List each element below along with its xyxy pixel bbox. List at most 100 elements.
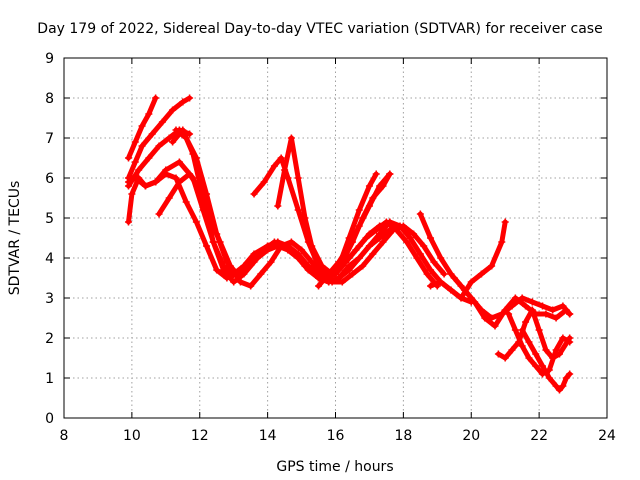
data-point xyxy=(369,250,377,258)
data-point xyxy=(376,182,384,190)
series-track-16 xyxy=(505,310,574,378)
data-point xyxy=(379,238,387,246)
data-point xyxy=(145,154,153,162)
series-line xyxy=(126,95,193,181)
series-track-14 xyxy=(450,274,574,330)
data-point xyxy=(250,190,258,198)
data-point xyxy=(566,370,574,378)
y-tick-label: 8 xyxy=(45,91,54,107)
data-point xyxy=(416,250,424,258)
data-point xyxy=(437,278,445,286)
data-point xyxy=(410,230,418,238)
data-point xyxy=(522,318,530,326)
data-point xyxy=(145,110,153,118)
data-point xyxy=(138,142,146,150)
data-point xyxy=(518,342,526,350)
data-point xyxy=(135,174,143,182)
data-point xyxy=(477,270,485,278)
x-tick-label: 16 xyxy=(327,428,345,444)
data-point xyxy=(355,222,363,230)
y-tick-label: 6 xyxy=(45,171,54,187)
data-point xyxy=(430,258,438,266)
data-point xyxy=(403,238,411,246)
data-point xyxy=(552,346,560,354)
data-point xyxy=(281,166,289,174)
data-point xyxy=(203,242,211,250)
data-point xyxy=(345,242,353,250)
data-point xyxy=(213,266,221,274)
data-point xyxy=(481,314,489,322)
data-point xyxy=(413,254,421,262)
data-point xyxy=(152,178,160,186)
data-point xyxy=(287,134,295,142)
data-point xyxy=(352,246,360,254)
data-point xyxy=(450,274,458,282)
data-point xyxy=(467,278,475,286)
y-axis-label: SDTVAR / TECUs xyxy=(7,181,23,296)
data-point xyxy=(308,258,316,266)
data-point xyxy=(311,270,319,278)
data-point xyxy=(294,206,302,214)
y-tick-label: 7 xyxy=(45,131,54,147)
data-point xyxy=(179,126,187,134)
data-series xyxy=(124,94,574,394)
y-tick-label: 4 xyxy=(45,251,54,267)
data-point xyxy=(247,282,255,290)
series-line xyxy=(519,327,573,393)
y-tick-label: 1 xyxy=(45,371,54,387)
data-point xyxy=(209,238,217,246)
data-point xyxy=(291,250,299,258)
data-point xyxy=(124,218,132,226)
x-axis-label: GPS time / hours xyxy=(276,459,393,475)
data-point xyxy=(172,126,180,134)
data-point xyxy=(277,154,285,162)
data-point xyxy=(362,234,370,242)
data-point xyxy=(165,194,173,202)
data-point xyxy=(372,226,380,234)
data-point xyxy=(535,326,543,334)
data-point xyxy=(416,210,424,218)
data-point xyxy=(124,154,132,162)
data-point xyxy=(365,182,373,190)
data-point xyxy=(559,334,567,342)
data-point xyxy=(186,170,194,178)
data-point xyxy=(169,106,177,114)
data-point xyxy=(301,262,309,270)
data-point xyxy=(471,298,479,306)
data-point xyxy=(148,130,156,138)
data-point xyxy=(141,182,149,190)
data-point xyxy=(308,242,316,250)
chart-title: Day 179 of 2022, Sidereal Day-to-day VTE… xyxy=(37,21,602,37)
data-point xyxy=(189,150,197,158)
data-point xyxy=(172,174,180,182)
data-point xyxy=(501,354,509,362)
data-point xyxy=(345,266,353,274)
data-point xyxy=(437,254,445,262)
data-point xyxy=(420,242,428,250)
data-point xyxy=(372,170,380,178)
data-point xyxy=(525,338,533,346)
data-point xyxy=(270,162,278,170)
data-point xyxy=(382,218,390,226)
x-tick-label: 8 xyxy=(60,428,69,444)
series-line xyxy=(417,211,573,321)
data-point xyxy=(348,270,356,278)
data-point xyxy=(542,346,550,354)
x-tick-label: 20 xyxy=(462,428,480,444)
data-point xyxy=(257,270,265,278)
y-tick-label: 5 xyxy=(45,211,54,227)
data-point xyxy=(175,178,183,186)
data-point xyxy=(552,382,560,390)
x-tick-label: 22 xyxy=(530,428,548,444)
data-point xyxy=(301,214,309,222)
data-point xyxy=(128,190,136,198)
data-point xyxy=(423,270,431,278)
data-point xyxy=(175,158,183,166)
data-point xyxy=(365,242,373,250)
data-point xyxy=(494,350,502,358)
data-point xyxy=(522,302,530,310)
data-point xyxy=(518,326,526,334)
data-point xyxy=(498,238,506,246)
series-track-1 xyxy=(124,94,160,162)
